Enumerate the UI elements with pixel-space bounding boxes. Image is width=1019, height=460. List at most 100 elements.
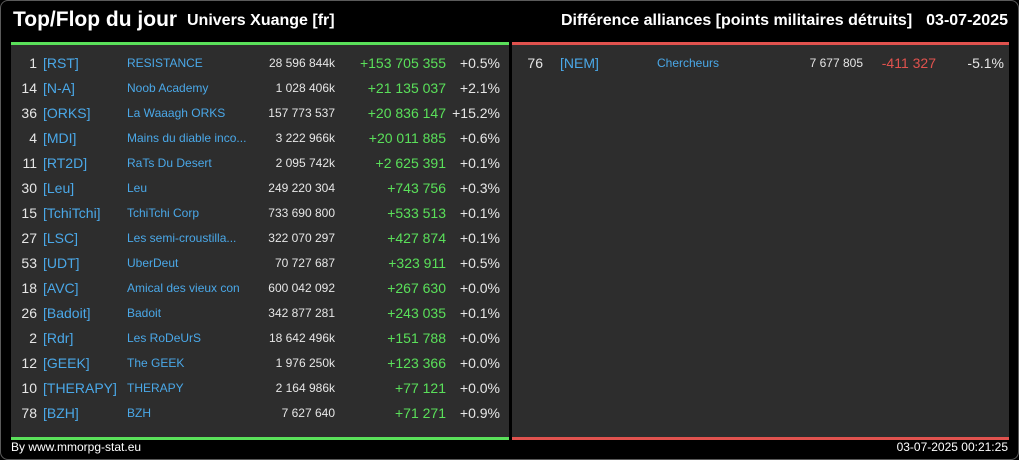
- alliance-tag-link[interactable]: [UDT]: [43, 255, 80, 271]
- alliance-tag-link[interactable]: [GEEK]: [43, 355, 90, 371]
- alliance-name-link[interactable]: Les RoDeUrS: [127, 331, 202, 345]
- alliance-diff: +743 756: [387, 180, 446, 196]
- top-row: 2 [Rdr] Les RoDeUrS 18 642 496k +151 788 +0.0…: [11, 326, 509, 351]
- top-panel: 1 [RST] RESISTANCE 28 596 844k +153 705 355 +…: [11, 42, 509, 440]
- alliance-name-link[interactable]: BZH: [127, 406, 151, 420]
- alliance-tag-link[interactable]: [TchiTchi]: [43, 205, 101, 221]
- alliance-percent: +0.0%: [459, 280, 500, 296]
- alliance-tag-link[interactable]: [ORKS]: [43, 105, 91, 121]
- alliance-diff: +20 836 147: [367, 105, 446, 121]
- alliance-name-link[interactable]: Amical des vieux con: [127, 281, 240, 295]
- alliance-total: 1 028 406k: [275, 81, 335, 95]
- alliance-diff: +20 011 885: [368, 130, 446, 146]
- top-row: 12 [GEEK] The GEEK 1 976 250k +123 366 +0.0%: [11, 351, 509, 376]
- top-row: 11 [RT2D] RaTs Du Desert 2 095 742k +2 625 3…: [11, 151, 509, 176]
- alliance-name-link[interactable]: THERAPY: [127, 381, 184, 395]
- alliance-name-link[interactable]: Leu: [127, 181, 148, 195]
- alliance-tag-link[interactable]: [MDI]: [43, 130, 77, 146]
- alliance-total: 7 677 805: [809, 56, 863, 70]
- alliance-diff: +243 035: [387, 305, 446, 321]
- alliance-percent: +0.1%: [459, 305, 500, 321]
- top-row: 53 [UDT] UberDeut 70 727 687 +323 911 +0.5%: [11, 251, 509, 276]
- top-row: 26 [Badoit] Badoit 342 877 281 +243 035 +0.1%: [11, 301, 509, 326]
- alliance-diff: +323 911: [388, 255, 446, 271]
- alliance-name-link[interactable]: RESISTANCE: [127, 56, 203, 70]
- alliance-name-link[interactable]: The GEEK: [127, 356, 185, 370]
- alliance-total: 70 727 687: [274, 256, 335, 270]
- alliance-name-link[interactable]: La Waaagh ORKS: [127, 106, 226, 120]
- alliance-rank: 14: [21, 80, 37, 96]
- alliance-rank: 78: [21, 405, 37, 421]
- flop-row: 76 [NEM] Chercheurs 7 677 805 -411 327 -5.1%: [512, 51, 1009, 76]
- alliance-name-link[interactable]: UberDeut: [127, 256, 179, 270]
- alliance-tag-link[interactable]: [RT2D]: [43, 155, 88, 171]
- alliance-name-link[interactable]: Badoit: [127, 306, 162, 320]
- alliance-tag-link[interactable]: [N-A]: [43, 80, 75, 96]
- alliance-tag-link[interactable]: [AVC]: [43, 280, 79, 296]
- alliance-total: 3 222 966k: [275, 131, 335, 145]
- alliance-rank: 36: [21, 105, 37, 121]
- alliance-tag-link[interactable]: [THERAPY]: [43, 380, 117, 396]
- alliance-total: 600 042 092: [268, 281, 335, 295]
- alliance-rank: 4: [29, 130, 37, 146]
- alliance-total: 249 220 304: [268, 181, 335, 195]
- subject-label: Différence alliances [points militaires …: [560, 12, 913, 29]
- alliance-percent: +0.0%: [459, 330, 500, 346]
- alliance-diff: +21 135 037: [367, 80, 446, 96]
- alliance-total: 7 627 640: [281, 406, 335, 420]
- alliance-tag-link[interactable]: [Leu]: [43, 180, 75, 196]
- alliance-tag-link[interactable]: [Rdr]: [43, 330, 74, 346]
- header-right: Différence alliances [points militaires …: [561, 12, 1008, 30]
- alliance-percent: +0.1%: [459, 155, 500, 171]
- alliance-percent: +0.1%: [459, 230, 500, 246]
- alliance-total: 28 596 844k: [268, 56, 335, 70]
- alliance-total: 2 095 742k: [275, 156, 335, 170]
- alliance-percent: +0.3%: [459, 180, 500, 196]
- alliance-rank: 10: [21, 380, 37, 396]
- alliance-total: 1 976 250k: [275, 356, 335, 370]
- alliance-diff: +123 366: [387, 355, 446, 371]
- alliance-name-link[interactable]: Mains du diable inco...: [127, 131, 247, 145]
- alliance-name-link[interactable]: RaTs Du Desert: [127, 156, 212, 170]
- alliance-rank: 18: [21, 280, 37, 296]
- top-row: 14 [N-A] Noob Academy 1 028 406k +21 135 037…: [11, 76, 509, 101]
- alliance-percent: +2.1%: [459, 80, 500, 96]
- alliance-diff: +533 513: [387, 205, 446, 221]
- alliance-diff: +153 705 355: [359, 55, 446, 71]
- alliance-percent: +15.2%: [452, 105, 500, 121]
- alliance-total: 322 070 297: [268, 231, 335, 245]
- alliance-tag-link[interactable]: [RST]: [43, 55, 79, 71]
- alliance-name-link[interactable]: Noob Academy: [127, 81, 209, 95]
- alliance-rank: 15: [21, 205, 37, 221]
- alliance-diff: +267 630: [387, 280, 446, 296]
- alliance-total: 18 642 496k: [268, 331, 335, 345]
- top-row: 15 [TchiTchi] TchiTchi Corp 733 690 800 +533…: [11, 201, 509, 226]
- universe-label: Univers Xuange [fr]: [187, 12, 335, 29]
- alliance-diff: +2 625 391: [375, 155, 446, 171]
- top-row: 1 [RST] RESISTANCE 28 596 844k +153 705 355 +…: [11, 51, 509, 76]
- footer-timestamp: 03-07-2025 00:21:25: [896, 440, 1008, 454]
- top-row: 4 [MDI] Mains du diable inco... 3 222 966k +…: [11, 126, 509, 151]
- page-title: Top/Flop du jour: [13, 8, 178, 31]
- alliance-percent: -5.1%: [967, 55, 1004, 71]
- alliance-percent: +0.0%: [459, 380, 500, 396]
- alliance-percent: +0.5%: [459, 255, 500, 271]
- alliance-percent: +0.1%: [459, 205, 500, 221]
- alliance-diff: +427 874: [387, 230, 446, 246]
- alliance-name-link[interactable]: TchiTchi Corp: [127, 206, 200, 220]
- alliance-rank: 26: [21, 305, 37, 321]
- header-date: 03-07-2025: [926, 12, 1008, 29]
- alliance-name-link[interactable]: Chercheurs: [657, 56, 720, 70]
- alliance-diff: -411 327: [881, 55, 936, 71]
- alliance-percent: +0.6%: [459, 130, 500, 146]
- alliance-rank: 30: [21, 180, 37, 196]
- top-row: 78 [BZH] BZH 7 627 640 +71 271 +0.9%: [11, 401, 509, 426]
- footer-credit: By www.mmorpg-stat.eu: [11, 440, 142, 454]
- alliance-name-link[interactable]: Les semi-croustilla...: [127, 231, 237, 245]
- alliance-tag-link[interactable]: [Badoit]: [43, 305, 91, 321]
- alliance-tag-link[interactable]: [LSC]: [43, 230, 79, 246]
- alliance-rank: 76: [527, 55, 543, 71]
- top-row: 10 [THERAPY] THERAPY 2 164 986k +77 121 +0.0%: [11, 376, 509, 401]
- alliance-tag-link[interactable]: [NEM]: [560, 55, 599, 71]
- alliance-tag-link[interactable]: [BZH]: [43, 405, 79, 421]
